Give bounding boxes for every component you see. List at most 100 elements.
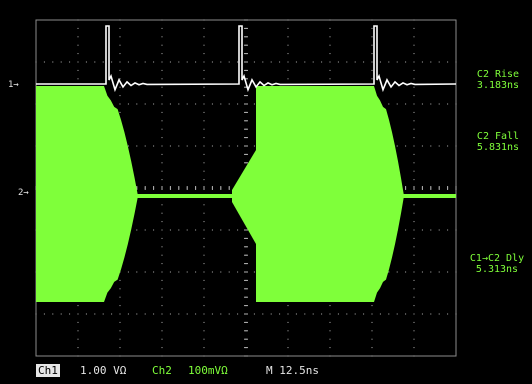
center-tick xyxy=(244,330,248,332)
center-tick xyxy=(244,305,248,307)
grid-dot xyxy=(203,313,205,315)
grid-dot xyxy=(203,246,205,248)
grid-dot xyxy=(329,44,331,46)
grid-dot xyxy=(413,279,415,281)
ch1-marker: 1→ xyxy=(8,80,19,90)
grid-dot xyxy=(262,61,264,63)
grid-dot xyxy=(312,61,314,63)
grid-dot xyxy=(203,254,205,256)
grid-dot xyxy=(178,313,180,315)
grid-dot xyxy=(287,27,289,29)
grid-dot xyxy=(413,61,415,63)
grid-dot xyxy=(144,271,146,273)
grid-dot xyxy=(203,19,205,21)
center-tick xyxy=(244,296,248,298)
grid-dot xyxy=(161,237,163,239)
grid-dot xyxy=(413,69,415,71)
grid-dot xyxy=(186,145,188,147)
grid-dot xyxy=(203,263,205,265)
grid-dot xyxy=(329,305,331,307)
grid-dot xyxy=(220,271,222,273)
grid-dot xyxy=(413,204,415,206)
measurement-c2-fall: C2 Fall 5.831ns xyxy=(466,131,530,153)
grid-dot xyxy=(405,229,407,231)
grid-dot xyxy=(161,103,163,105)
grid-dot xyxy=(413,321,415,323)
grid-dot xyxy=(371,69,373,71)
grid-dot xyxy=(237,145,239,147)
grid-dot xyxy=(421,271,423,273)
center-tick xyxy=(203,186,205,190)
measurement-label: C2 Rise xyxy=(476,69,520,80)
grid-dot xyxy=(77,313,79,315)
center-tick xyxy=(244,162,248,164)
grid-dot xyxy=(228,103,230,105)
grid-dot xyxy=(379,61,381,63)
grid-dot xyxy=(413,120,415,122)
grid-dot xyxy=(237,103,239,105)
grid-dot xyxy=(203,44,205,46)
grid-dot xyxy=(413,179,415,181)
grid-dot xyxy=(161,69,163,71)
grid-dot xyxy=(413,296,415,298)
grid-dot xyxy=(211,103,213,105)
measurement-value: 3.183ns xyxy=(476,80,520,91)
grid-dot xyxy=(270,61,272,63)
grid-dot xyxy=(161,179,163,181)
grid-dot xyxy=(430,145,432,147)
grid-dot xyxy=(203,338,205,340)
grid-dot xyxy=(413,263,415,265)
grid-dot xyxy=(371,44,373,46)
grid-dot xyxy=(186,313,188,315)
grid-dot xyxy=(371,330,373,332)
grid-dot xyxy=(405,145,407,147)
center-tick xyxy=(169,186,171,190)
grid-dot xyxy=(287,78,289,80)
grid-dot xyxy=(161,204,163,206)
grid-dot xyxy=(144,103,146,105)
grid-dot xyxy=(136,61,138,63)
grid-dot xyxy=(153,103,155,105)
grid-dot xyxy=(161,254,163,256)
grid-dot xyxy=(371,53,373,55)
grid-dot xyxy=(371,19,373,21)
grid-dot xyxy=(203,61,205,63)
grid-dot xyxy=(119,111,121,113)
grid-dot xyxy=(161,95,163,97)
center-tick xyxy=(244,237,248,239)
center-tick xyxy=(447,186,449,190)
grid-dot xyxy=(455,229,457,231)
grid-dot xyxy=(220,61,222,63)
grid-dot xyxy=(287,338,289,340)
grid-dot xyxy=(119,279,121,281)
grid-dot xyxy=(337,61,339,63)
grid-dot xyxy=(329,27,331,29)
grid-dot xyxy=(413,86,415,88)
ch2-burst-edge xyxy=(232,150,256,244)
center-tick xyxy=(244,61,248,63)
grid-dot xyxy=(228,145,230,147)
grid-dot xyxy=(161,246,163,248)
grid-dot xyxy=(413,53,415,55)
grid-dot xyxy=(169,313,171,315)
grid-dot xyxy=(371,36,373,38)
grid-dot xyxy=(329,19,331,21)
grid-dot xyxy=(169,271,171,273)
center-tick xyxy=(244,95,248,97)
grid-dot xyxy=(447,229,449,231)
center-tick xyxy=(244,288,248,290)
center-tick xyxy=(244,338,248,340)
grid-dot xyxy=(203,162,205,164)
grid-dot xyxy=(69,61,71,63)
center-tick xyxy=(244,69,248,71)
grid-dot xyxy=(119,288,121,290)
grid-dot xyxy=(144,61,146,63)
grid-dot xyxy=(413,221,415,223)
center-tick xyxy=(244,313,248,315)
center-tick xyxy=(161,186,163,190)
center-tick xyxy=(144,186,146,190)
grid-dot xyxy=(253,61,255,63)
grid-dot xyxy=(85,313,87,315)
grid-dot xyxy=(220,103,222,105)
grid-dot xyxy=(203,321,205,323)
